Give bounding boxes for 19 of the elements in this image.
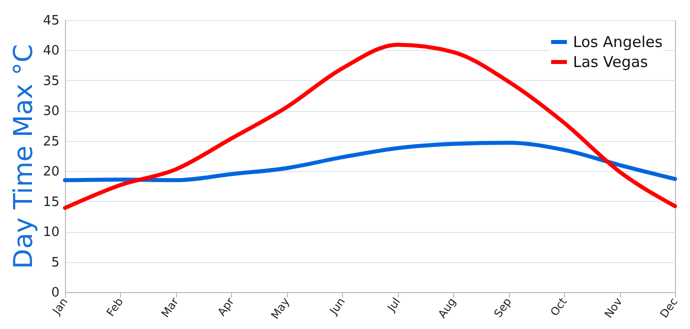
y-tick-label: 45 [42,14,60,28]
y-tick-label: 30 [42,104,60,120]
x-tick-label: Feb [104,295,126,319]
legend-label: Las Vegas [573,53,648,71]
x-tick-label: Sep [492,295,514,320]
line-series [63,140,677,182]
y-tick-label: 40 [42,44,60,59]
legend-label: Los Angeles [573,33,663,51]
y-tick-label: 0 [51,286,60,300]
y-tick-label: 5 [51,255,60,270]
y-tick-label: 15 [42,194,60,210]
y-tick-label: 20 [42,164,60,180]
y-tick-label: 10 [42,225,60,240]
x-tick-label: Jun [326,295,348,318]
y-tick-label: 25 [42,134,60,150]
x-tick-label: Oct [548,294,570,319]
y-axis-title: Day Time Max °C [8,44,39,269]
x-tick-label: Jul [384,295,404,315]
y-tick-label: 35 [42,74,60,89]
